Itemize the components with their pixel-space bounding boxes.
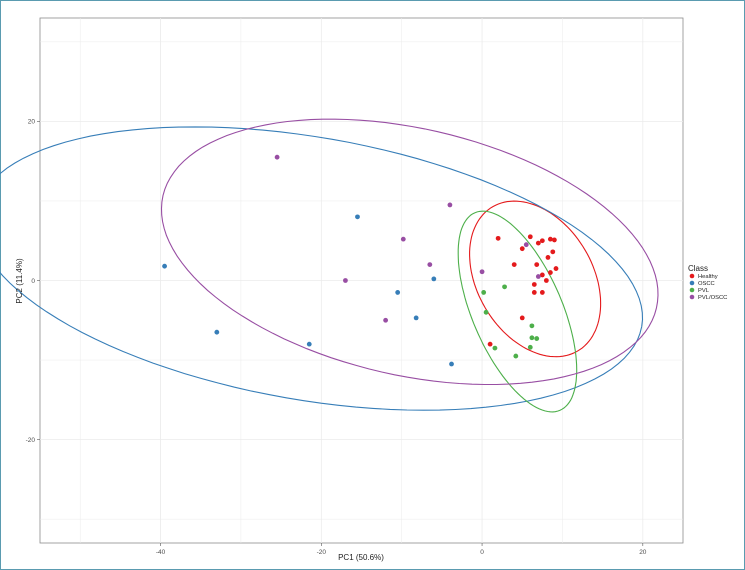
point-healthy	[539, 272, 545, 278]
legend-label: OSCC	[698, 281, 715, 287]
point-healthy	[539, 290, 545, 295]
y-tick-label: 20	[28, 119, 36, 126]
point-healthy	[511, 262, 517, 267]
point-oscc	[162, 263, 167, 269]
point-healthy	[553, 266, 559, 271]
point-pvl	[502, 284, 507, 290]
point-healthy	[539, 238, 545, 244]
legend-swatch	[689, 287, 695, 293]
ellipse-pvl	[457, 210, 578, 413]
point-healthy	[550, 249, 556, 255]
point-pvl-oscc	[447, 202, 453, 208]
point-pvl	[534, 336, 540, 341]
legend-title: Class	[688, 264, 708, 273]
point-pvl	[481, 290, 487, 295]
point-pvl-oscc	[343, 278, 348, 283]
point-pvl	[513, 353, 519, 359]
y-axis-label: PC2 (11.4%)	[15, 258, 24, 304]
point-pvl	[527, 344, 533, 350]
point-healthy	[495, 235, 501, 241]
point-pvl-oscc	[523, 242, 529, 248]
legend-label: PVL/OSCC	[698, 295, 727, 301]
y-tick-label: -20	[26, 437, 36, 444]
x-axis-label: PC1 (50.6%)	[338, 553, 384, 562]
point-pvl-oscc	[383, 317, 389, 323]
x-tick-label: 20	[639, 549, 647, 556]
point-pvl	[483, 309, 489, 315]
confidence-ellipses	[0, 118, 659, 413]
legend-swatch	[689, 294, 695, 300]
point-healthy	[545, 255, 551, 260]
x-tick-label: -20	[317, 549, 327, 556]
point-healthy	[547, 270, 553, 275]
point-pvl-oscc	[427, 262, 433, 267]
legend-label: Healthy	[698, 274, 718, 280]
point-oscc	[214, 329, 220, 335]
point-oscc	[413, 315, 419, 321]
point-pvl	[492, 345, 498, 351]
point-healthy	[531, 290, 537, 295]
x-tick-label: -40	[156, 549, 166, 556]
point-oscc	[395, 290, 401, 295]
point-oscc	[431, 276, 437, 282]
point-pvl-oscc	[535, 274, 541, 279]
point-oscc	[449, 361, 454, 367]
y-tick-label: 0	[31, 278, 35, 285]
point-healthy	[543, 278, 549, 283]
legend-swatch	[689, 280, 695, 286]
point-healthy	[519, 315, 525, 321]
point-healthy	[487, 341, 493, 347]
point-pvl-oscc	[479, 269, 485, 275]
point-healthy	[547, 236, 553, 242]
point-healthy	[531, 282, 537, 287]
point-healthy	[535, 240, 541, 246]
ellipse-healthy	[469, 200, 602, 358]
point-oscc	[306, 341, 312, 347]
data-points	[162, 154, 559, 367]
point-pvl-oscc	[400, 236, 406, 242]
legend-label: PVL	[698, 288, 710, 294]
point-pvl	[529, 335, 535, 341]
x-axis-ticks: -40 -20 0 20	[156, 543, 647, 556]
ellipse-pvl-oscc	[160, 118, 659, 386]
point-oscc	[355, 214, 360, 220]
y-axis-ticks: -20 0 20	[26, 119, 40, 444]
point-healthy	[534, 262, 540, 267]
ellipse-oscc	[0, 126, 644, 411]
legend-swatch	[689, 273, 695, 279]
point-pvl-oscc	[274, 154, 280, 160]
point-healthy	[519, 246, 525, 252]
point-healthy	[552, 237, 557, 243]
point-pvl	[529, 323, 535, 329]
point-healthy	[527, 234, 533, 240]
x-tick-label: 0	[480, 549, 484, 556]
